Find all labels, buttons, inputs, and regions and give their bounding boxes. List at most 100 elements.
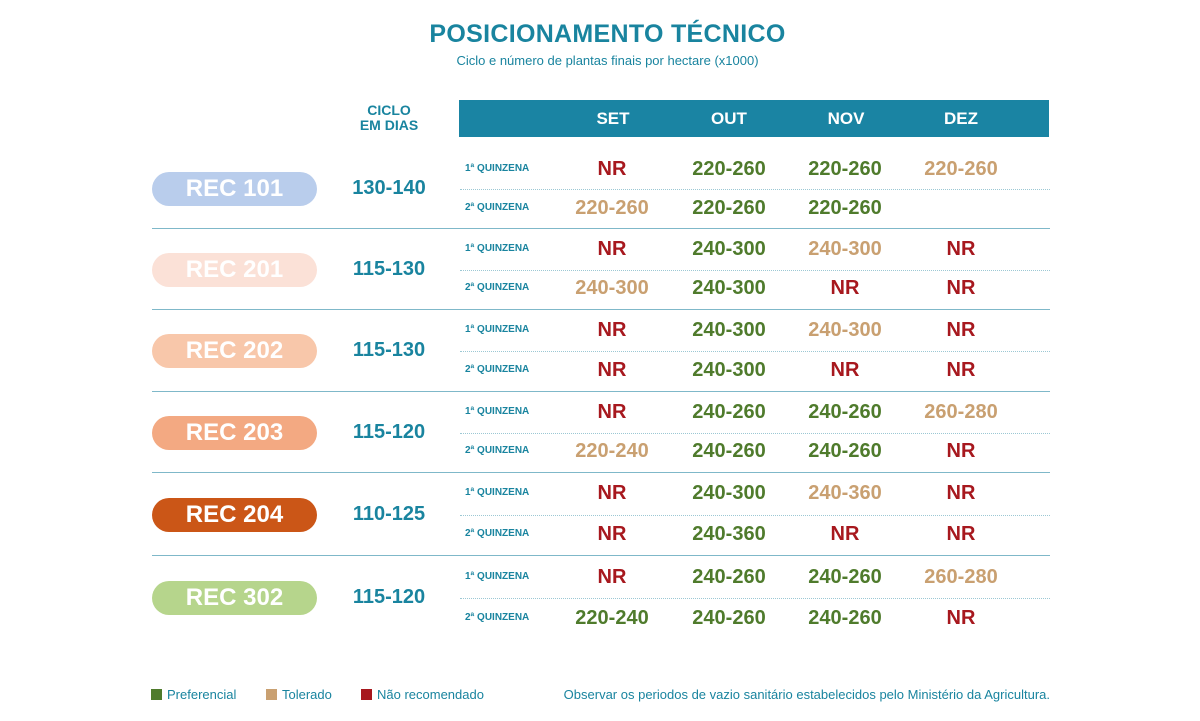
second-quinzena-label: 2ª QUINZENA [465,364,530,375]
group-separator [152,472,1050,473]
plant-density-cell: 240-360 [692,522,766,545]
variety-group-rec-202: REC 202 115-130 1ª QUINZENA NR 240-300 240-30… [150,311,1050,391]
plant-density-cell: 240-260 [692,440,766,463]
variety-name-badge: REC 302 [152,581,317,615]
plant-density-cell: 220-260 [808,157,882,180]
first-quinzena-label: 1ª QUINZENA [465,487,530,499]
plant-density-cell: NR [946,359,976,381]
footer-note: Observar os periodos de vazio sanitário … [563,687,1050,702]
plant-density-cell: 240-260 [808,565,882,588]
second-quinzena-label: 2ª QUINZENA [465,201,530,213]
variety-name-badge: REC 203 [152,415,317,450]
plant-density-cell: NR [597,157,627,180]
plant-density-cell: NR [597,522,627,545]
plant-density-cell: 240-300 [692,482,766,505]
plant-density-cell: NR [946,440,976,463]
variety-cycle-days: 130-140 [352,177,426,199]
variety-cycle-days: 115-120 [352,420,426,443]
legend-item-tolerado: Tolerado [266,687,332,702]
plant-density-cell: 240-300 [808,237,882,260]
page-subtitle: Ciclo e número de plantas finais por hec… [456,53,759,68]
variety-name-badge: REC 101 [152,172,317,206]
month-header-bar: SET OUT NOV DEZ [459,100,1049,137]
variety-group-rec-203: REC 203 115-120 1ª QUINZENA NR 240-260 240-26… [150,393,1050,472]
legend-swatch [151,689,162,700]
variety-group-rec-101: REC 101 130-140 1ª QUINZENA NR 220-260 220-26… [150,150,1050,228]
plant-density-cell: 240-260 [692,565,766,588]
quinzena-divider [460,598,1050,599]
plant-density-cell: NR [946,277,976,300]
quinzena-divider [460,189,1050,190]
first-quinzena-label: 1ª QUINZENA [465,324,530,335]
plant-density-cell: 240-260 [692,400,766,423]
plant-density-cell: 220-260 [808,196,882,219]
plant-density-cell: NR [597,237,627,260]
plant-density-cell: NR [597,482,627,505]
variety-name-badge: REC 201 [152,252,317,287]
month-header-out: OUT [711,109,747,128]
plant-density-cell: 240-300 [692,277,766,300]
legend-swatch [361,689,372,700]
quinzena-divider [460,515,1050,516]
first-quinzena-label: 1ª QUINZENA [465,570,530,582]
legend-item-preferencial: Preferencial [151,687,236,702]
page-title: POSICIONAMENTO TÉCNICO [429,20,786,48]
quinzena-divider [460,351,1050,352]
group-separator [152,309,1050,310]
plant-density-cell: NR [946,482,976,505]
month-header-set: SET [596,109,630,128]
plant-density-cell: 240-300 [692,237,766,260]
cycle-header-line-2: EM DIAS [359,117,419,133]
legend-swatch [266,689,277,700]
plant-density-cell: 240-300 [575,277,649,300]
quinzena-divider [460,270,1050,271]
plant-density-cell: 240-360 [808,482,882,505]
plant-density-cell: 240-260 [692,606,766,629]
plant-density-cell: 240-300 [692,319,766,341]
plant-density-cell: NR [597,400,627,423]
plant-density-cell: 260-280 [924,400,998,423]
variety-cycle-days: 115-130 [352,257,426,280]
month-header-dez: DEZ [944,109,978,128]
plant-density-cell: 260-280 [924,565,998,588]
variety-name-badge: REC 204 [152,497,317,532]
plant-density-cell: 240-260 [808,606,882,629]
legend-item-nao-recomendado: Não recomendado [361,687,484,702]
plant-density-cell: 220-260 [692,157,766,180]
plant-density-cell: 240-260 [808,440,882,463]
first-quinzena-label: 1ª QUINZENA [465,162,530,174]
plant-density-cell: NR [946,319,976,341]
plant-density-cell: NR [597,359,627,381]
second-quinzena-label: 2ª QUINZENA [465,611,530,623]
variety-group-rec-201: REC 201 115-130 1ª QUINZENA NR 240-300 240-30… [150,230,1050,309]
plant-density-cell: 240-300 [692,359,766,381]
legend-label: Tolerado [282,687,332,702]
group-separator [152,228,1050,229]
variety-group-rec-204: REC 204 110-125 1ª QUINZENA NR 240-300 240-36… [150,474,1050,555]
plant-density-cell: NR [830,522,860,545]
cycle-header-line-1: CICLO [367,102,411,118]
first-quinzena-label: 1ª QUINZENA [465,405,530,417]
plant-density-cell: NR [830,359,860,381]
group-separator [152,555,1050,556]
plant-density-cell: NR [597,565,627,588]
second-quinzena-label: 2ª QUINZENA [465,527,530,539]
plant-density-cell: NR [946,606,976,629]
plant-density-cell: NR [830,277,860,300]
plant-density-cell: 240-260 [808,400,882,423]
variety-group-rec-302: REC 302 115-120 1ª QUINZENA NR 240-260 240-26… [150,557,1050,639]
second-quinzena-label: 2ª QUINZENA [465,282,530,294]
plant-density-cell: 220-260 [692,196,766,219]
plant-density-cell: NR [946,237,976,260]
plant-density-cell: 240-300 [808,319,882,341]
plant-density-cell: 220-240 [575,440,649,463]
plant-density-cell: NR [946,522,976,545]
plant-density-cell: 220-260 [575,196,649,219]
variety-name-badge: REC 202 [152,334,317,368]
second-quinzena-label: 2ª QUINZENA [465,445,530,457]
cycle-column-header: CICLO EM DIAS [335,103,443,133]
plant-density-cell: 220-260 [924,157,998,180]
month-header-nov: NOV [827,109,865,128]
variety-cycle-days: 110-125 [352,502,426,525]
first-quinzena-label: 1ª QUINZENA [465,242,530,254]
